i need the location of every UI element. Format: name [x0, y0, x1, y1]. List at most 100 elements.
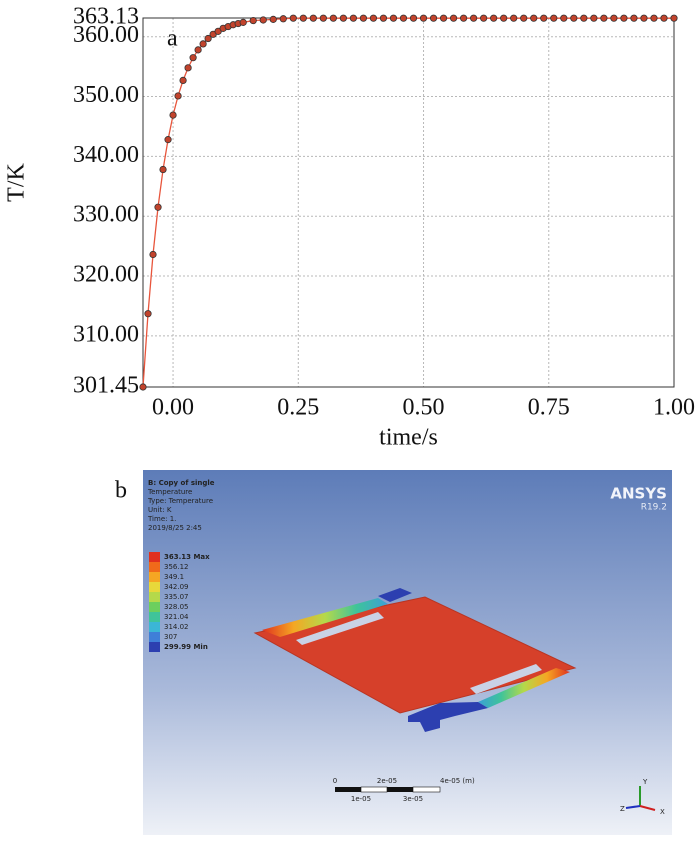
point — [379, 14, 388, 22]
point — [319, 14, 327, 22]
info-line: Unit: K — [148, 506, 172, 514]
annotation: a — [167, 26, 178, 52]
point — [189, 54, 197, 62]
point — [139, 383, 147, 391]
point — [299, 14, 307, 22]
legend-label: 356.12 — [164, 563, 189, 571]
legend-swatch — [149, 582, 160, 592]
point — [249, 16, 257, 25]
point — [550, 14, 558, 22]
x-axis-label: time/s — [379, 425, 438, 451]
y-tick-label: 363.13 — [73, 4, 139, 30]
legend-label: 328.05 — [164, 603, 189, 611]
scale-label: 1e-05 — [351, 795, 371, 803]
point — [630, 14, 638, 22]
axis-x — [639, 805, 656, 811]
info-line: Type: Temperature — [147, 497, 213, 505]
point — [389, 14, 398, 22]
simulation-panel: b ANSYS R19.2 B: Copy of singleTemperatu… — [115, 470, 672, 835]
axis-letter: X — [660, 808, 665, 816]
info-line: 2019/8/25 2:45 — [148, 524, 202, 532]
point — [650, 14, 658, 22]
y-tick-label: 330.00 — [73, 202, 139, 228]
point — [640, 14, 648, 22]
point — [660, 14, 668, 22]
beam — [478, 668, 570, 708]
axis-z — [625, 805, 641, 809]
version: R19.2 — [641, 503, 667, 513]
scale-segment — [360, 786, 388, 793]
brand: ANSYS — [610, 485, 667, 503]
y-tick-label: 360.00 — [73, 22, 139, 48]
point — [480, 14, 488, 22]
line — [142, 17, 674, 388]
legend-label: 321.04 — [164, 613, 189, 621]
point — [199, 40, 207, 48]
point — [449, 14, 458, 22]
point — [349, 14, 357, 22]
legend-label: 314.02 — [164, 623, 189, 631]
point — [460, 14, 468, 22]
y-tick-label: 350.00 — [73, 82, 139, 108]
point — [500, 14, 508, 22]
info-line: B: Copy of single — [148, 479, 215, 487]
legend-label: 363.13 Max — [164, 553, 210, 561]
point — [359, 14, 368, 22]
point — [490, 14, 498, 22]
slot — [470, 664, 542, 694]
x-tick-label: 0.50 — [403, 395, 445, 421]
chart-a: 301.45 310.00 320.00 330.00 340.00 350.00 360.… — [4, 4, 696, 451]
point — [144, 310, 152, 318]
point — [309, 14, 317, 22]
point — [269, 15, 277, 23]
anchor — [408, 702, 488, 732]
point — [419, 14, 428, 22]
point — [620, 14, 628, 22]
legend-label: 349.1 — [164, 573, 184, 581]
point — [580, 14, 588, 22]
point — [279, 15, 287, 23]
anchor — [378, 588, 412, 602]
y-tick-label: 310.00 — [73, 321, 139, 347]
y-axis-label: T/K — [4, 163, 30, 202]
legend-swatch — [149, 592, 160, 602]
x-tick-label: 0.25 — [277, 395, 319, 421]
legend-label: 307 — [164, 633, 177, 641]
point — [409, 14, 418, 22]
beam — [262, 598, 388, 637]
point — [169, 111, 177, 119]
point — [369, 14, 378, 22]
legend-swatch — [149, 572, 160, 582]
point — [329, 14, 337, 22]
scale-label: 4e-05 (m) — [440, 777, 475, 785]
legend-swatch — [149, 642, 160, 652]
point — [610, 14, 618, 22]
point — [670, 14, 678, 22]
scale-segment — [387, 787, 413, 792]
legend-swatch — [149, 612, 160, 622]
panel-label: b — [115, 478, 127, 504]
scale-bar — [335, 786, 441, 793]
info-line: Time: 1. — [147, 515, 176, 523]
legend-swatch — [149, 632, 160, 642]
point — [470, 14, 478, 22]
x-tick-label: 1.00 — [653, 395, 695, 421]
point — [540, 14, 548, 22]
y-tick-label: 301.45 — [73, 373, 139, 399]
y-tick-label: 340.00 — [73, 142, 139, 168]
x-tick-label: 0.75 — [528, 395, 570, 421]
point — [204, 34, 212, 43]
point — [149, 250, 157, 259]
legend-swatch — [149, 562, 160, 572]
point — [154, 203, 162, 211]
legend-swatch — [149, 552, 160, 562]
point — [560, 14, 568, 22]
point — [164, 136, 172, 144]
info-line: Temperature — [147, 488, 192, 496]
scale-label: 3e-05 — [403, 795, 423, 803]
point — [510, 14, 518, 22]
point — [530, 14, 538, 22]
plot-frame — [142, 17, 675, 388]
point — [339, 14, 347, 22]
